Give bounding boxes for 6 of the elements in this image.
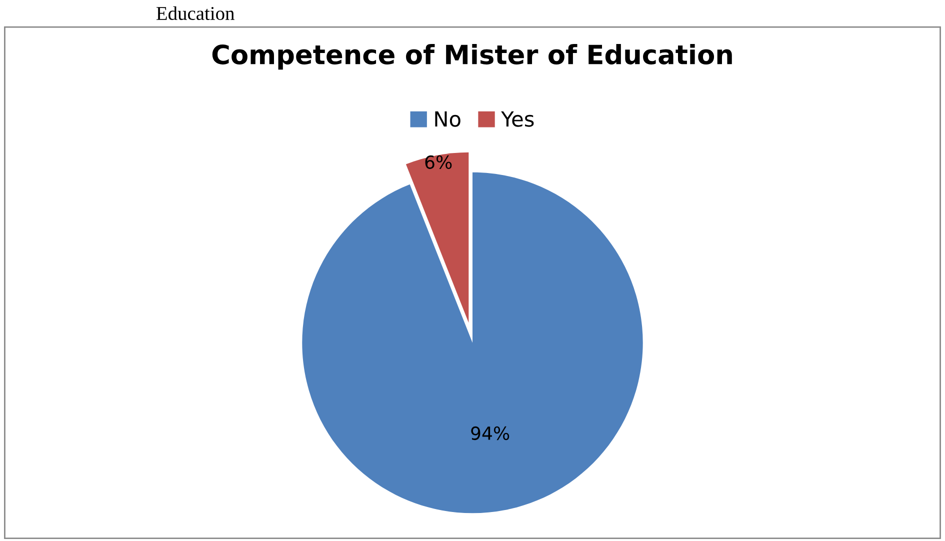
- data-label: 6%: [425, 155, 452, 169]
- chart-title: Competence of Mister of Education: [212, 44, 732, 70]
- data-label: 94%: [471, 426, 510, 440]
- legend-label: Yes: [501, 111, 534, 127]
- text: Education: [156, 6, 234, 20]
- legend-label: No: [435, 111, 460, 127]
